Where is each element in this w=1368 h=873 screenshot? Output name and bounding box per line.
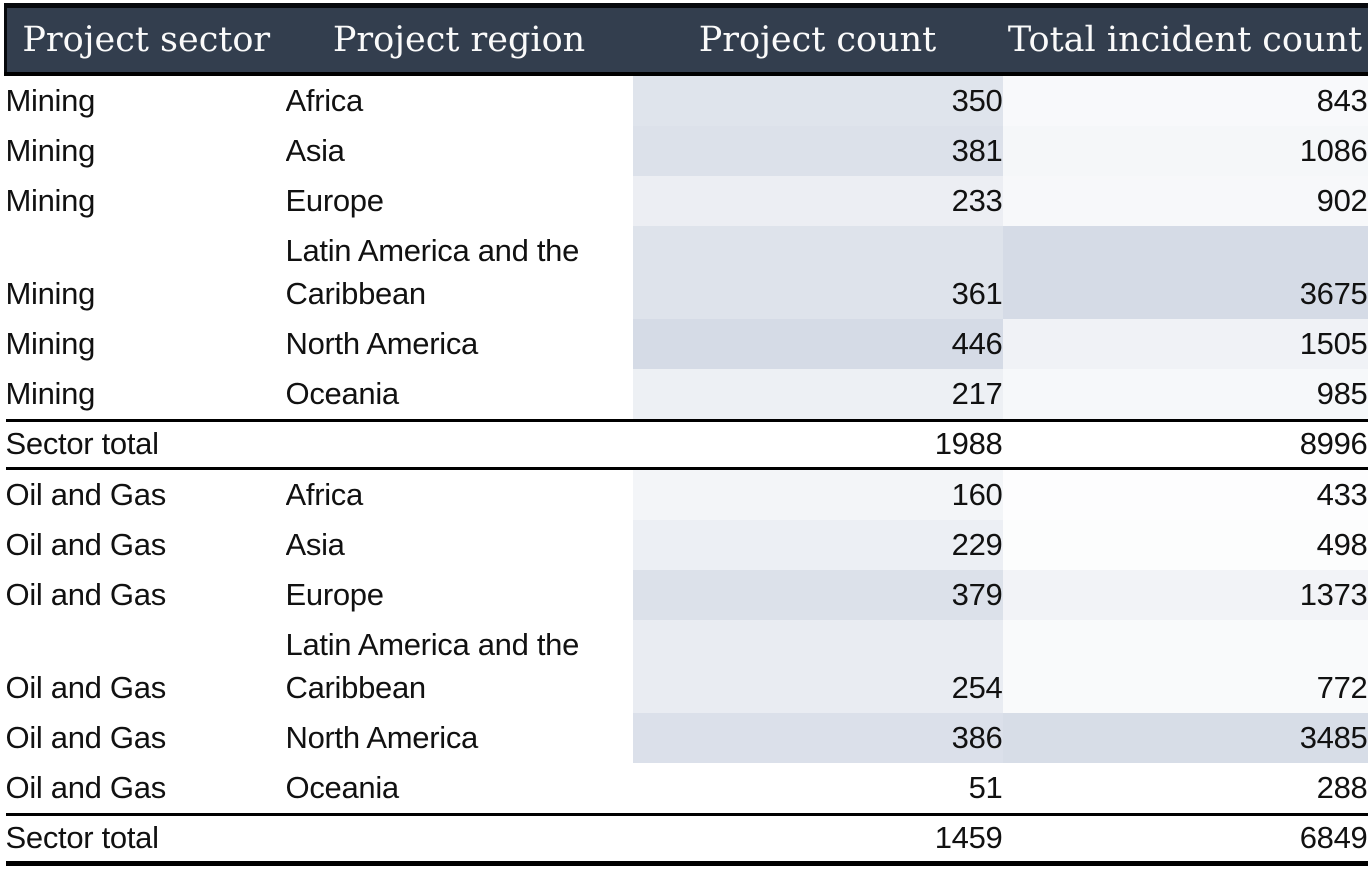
sector-cell: Oil and Gas [5, 670, 167, 705]
project-count-cell: 160 [632, 468, 1003, 520]
region-cell: Europe [285, 183, 384, 218]
region-cell: Latin America and the Caribbean [285, 627, 580, 705]
sector-cell: Mining [5, 83, 96, 118]
table-row: Mining North America 446 1505 [6, 319, 1368, 369]
sector-cell: Mining [5, 276, 96, 311]
table-header: Project sector Project region Project co… [4, 3, 1368, 76]
incident-table-container: Project sector Project region Project co… [0, 3, 1368, 866]
column-header-project-count: Project count [632, 3, 1003, 76]
project-count-cell: 254 [632, 620, 1003, 713]
incident-count-cell: 3675 [1002, 226, 1368, 319]
region-cell: Latin America and the Caribbean [285, 233, 580, 311]
incident-count-cell: 985 [1002, 369, 1368, 421]
sector-total-region-spacer [285, 813, 633, 866]
region-cell: Asia [285, 527, 345, 562]
sector-cell: Mining [5, 133, 96, 168]
incident-table: Project sector Project region Project co… [4, 3, 1368, 866]
region-cell: North America [285, 720, 479, 755]
sector-cell: Oil and Gas [5, 720, 167, 755]
project-count-cell: 361 [632, 226, 1003, 319]
table-row: Mining Africa 350 843 [6, 74, 1368, 126]
project-count-cell: 229 [632, 520, 1003, 570]
sector-total-label: Sector total [5, 419, 286, 470]
region-cell: Europe [285, 577, 384, 612]
incident-count-cell: 433 [1002, 468, 1368, 520]
sector-total-row: Sector total 1988 8996 [5, 419, 1368, 470]
table-row: Mining Latin America and the Caribbean 361… [6, 226, 1368, 319]
region-cell: Asia [285, 133, 345, 168]
region-cell: Africa [285, 83, 364, 118]
sector-total-incident-count: 6849 [1002, 813, 1368, 866]
sector-cell: Mining [5, 376, 96, 411]
project-count-cell: 446 [632, 319, 1003, 369]
table-row: Oil and Gas Africa 160 433 [5, 468, 1368, 520]
sector-total-project-count: 1988 [632, 419, 1003, 470]
sector-cell: Oil and Gas [5, 577, 167, 612]
project-count-cell: 381 [632, 126, 1003, 176]
incident-count-cell: 1086 [1002, 126, 1368, 176]
incident-count-cell: 843 [1002, 74, 1368, 126]
incident-count-cell: 498 [1002, 520, 1368, 570]
table-row: Mining Oceania 217 985 [6, 369, 1368, 421]
incident-count-cell: 288 [1002, 763, 1368, 815]
table-row: Oil and Gas North America 386 3485 [6, 713, 1368, 763]
table-row: Oil and Gas Europe 379 1373 [6, 570, 1368, 620]
sector-total-row: Sector total 1459 6849 [5, 813, 1368, 866]
sector-cell: Mining [5, 326, 96, 361]
table-body: Mining Africa 350 843 Mining Asia 381 1086 Minin… [5, 74, 1368, 866]
sector-cell: Mining [5, 183, 96, 218]
sector-cell: Oil and Gas [5, 770, 167, 805]
table-row: Oil and Gas Latin America and the Caribbe… [6, 620, 1368, 713]
sector-cell: Oil and Gas [5, 527, 167, 562]
sector-cell: Oil and Gas [5, 477, 167, 512]
table-row: Mining Europe 233 902 [6, 176, 1368, 226]
project-count-cell: 350 [632, 74, 1003, 126]
project-count-cell: 386 [632, 713, 1003, 763]
incident-count-cell: 902 [1002, 176, 1368, 226]
incident-count-cell: 1373 [1002, 570, 1368, 620]
incident-count-cell: 3485 [1002, 713, 1368, 763]
column-header-total-incident-count: Total incident count [1002, 3, 1368, 76]
sector-total-project-count: 1459 [632, 813, 1003, 866]
column-header-project-sector: Project sector [4, 3, 286, 76]
incident-count-cell: 772 [1002, 620, 1368, 713]
table-row: Mining Asia 381 1086 [6, 126, 1368, 176]
project-count-cell: 379 [632, 570, 1003, 620]
project-count-cell: 233 [632, 176, 1003, 226]
table-row: Oil and Gas Oceania 51 288 [6, 763, 1368, 815]
region-cell: North America [285, 326, 479, 361]
table-row: Oil and Gas Asia 229 498 [6, 520, 1368, 570]
column-header-project-region: Project region [285, 3, 633, 76]
sector-total-incident-count: 8996 [1002, 419, 1368, 470]
project-count-cell: 51 [632, 763, 1003, 815]
sector-total-label: Sector total [5, 813, 286, 866]
header-row: Project sector Project region Project co… [4, 3, 1368, 76]
region-cell: Oceania [285, 376, 400, 411]
region-cell: Africa [285, 477, 364, 512]
incident-count-cell: 1505 [1002, 319, 1368, 369]
sector-total-region-spacer [285, 419, 633, 470]
project-count-cell: 217 [632, 369, 1003, 421]
region-cell: Oceania [285, 770, 400, 805]
